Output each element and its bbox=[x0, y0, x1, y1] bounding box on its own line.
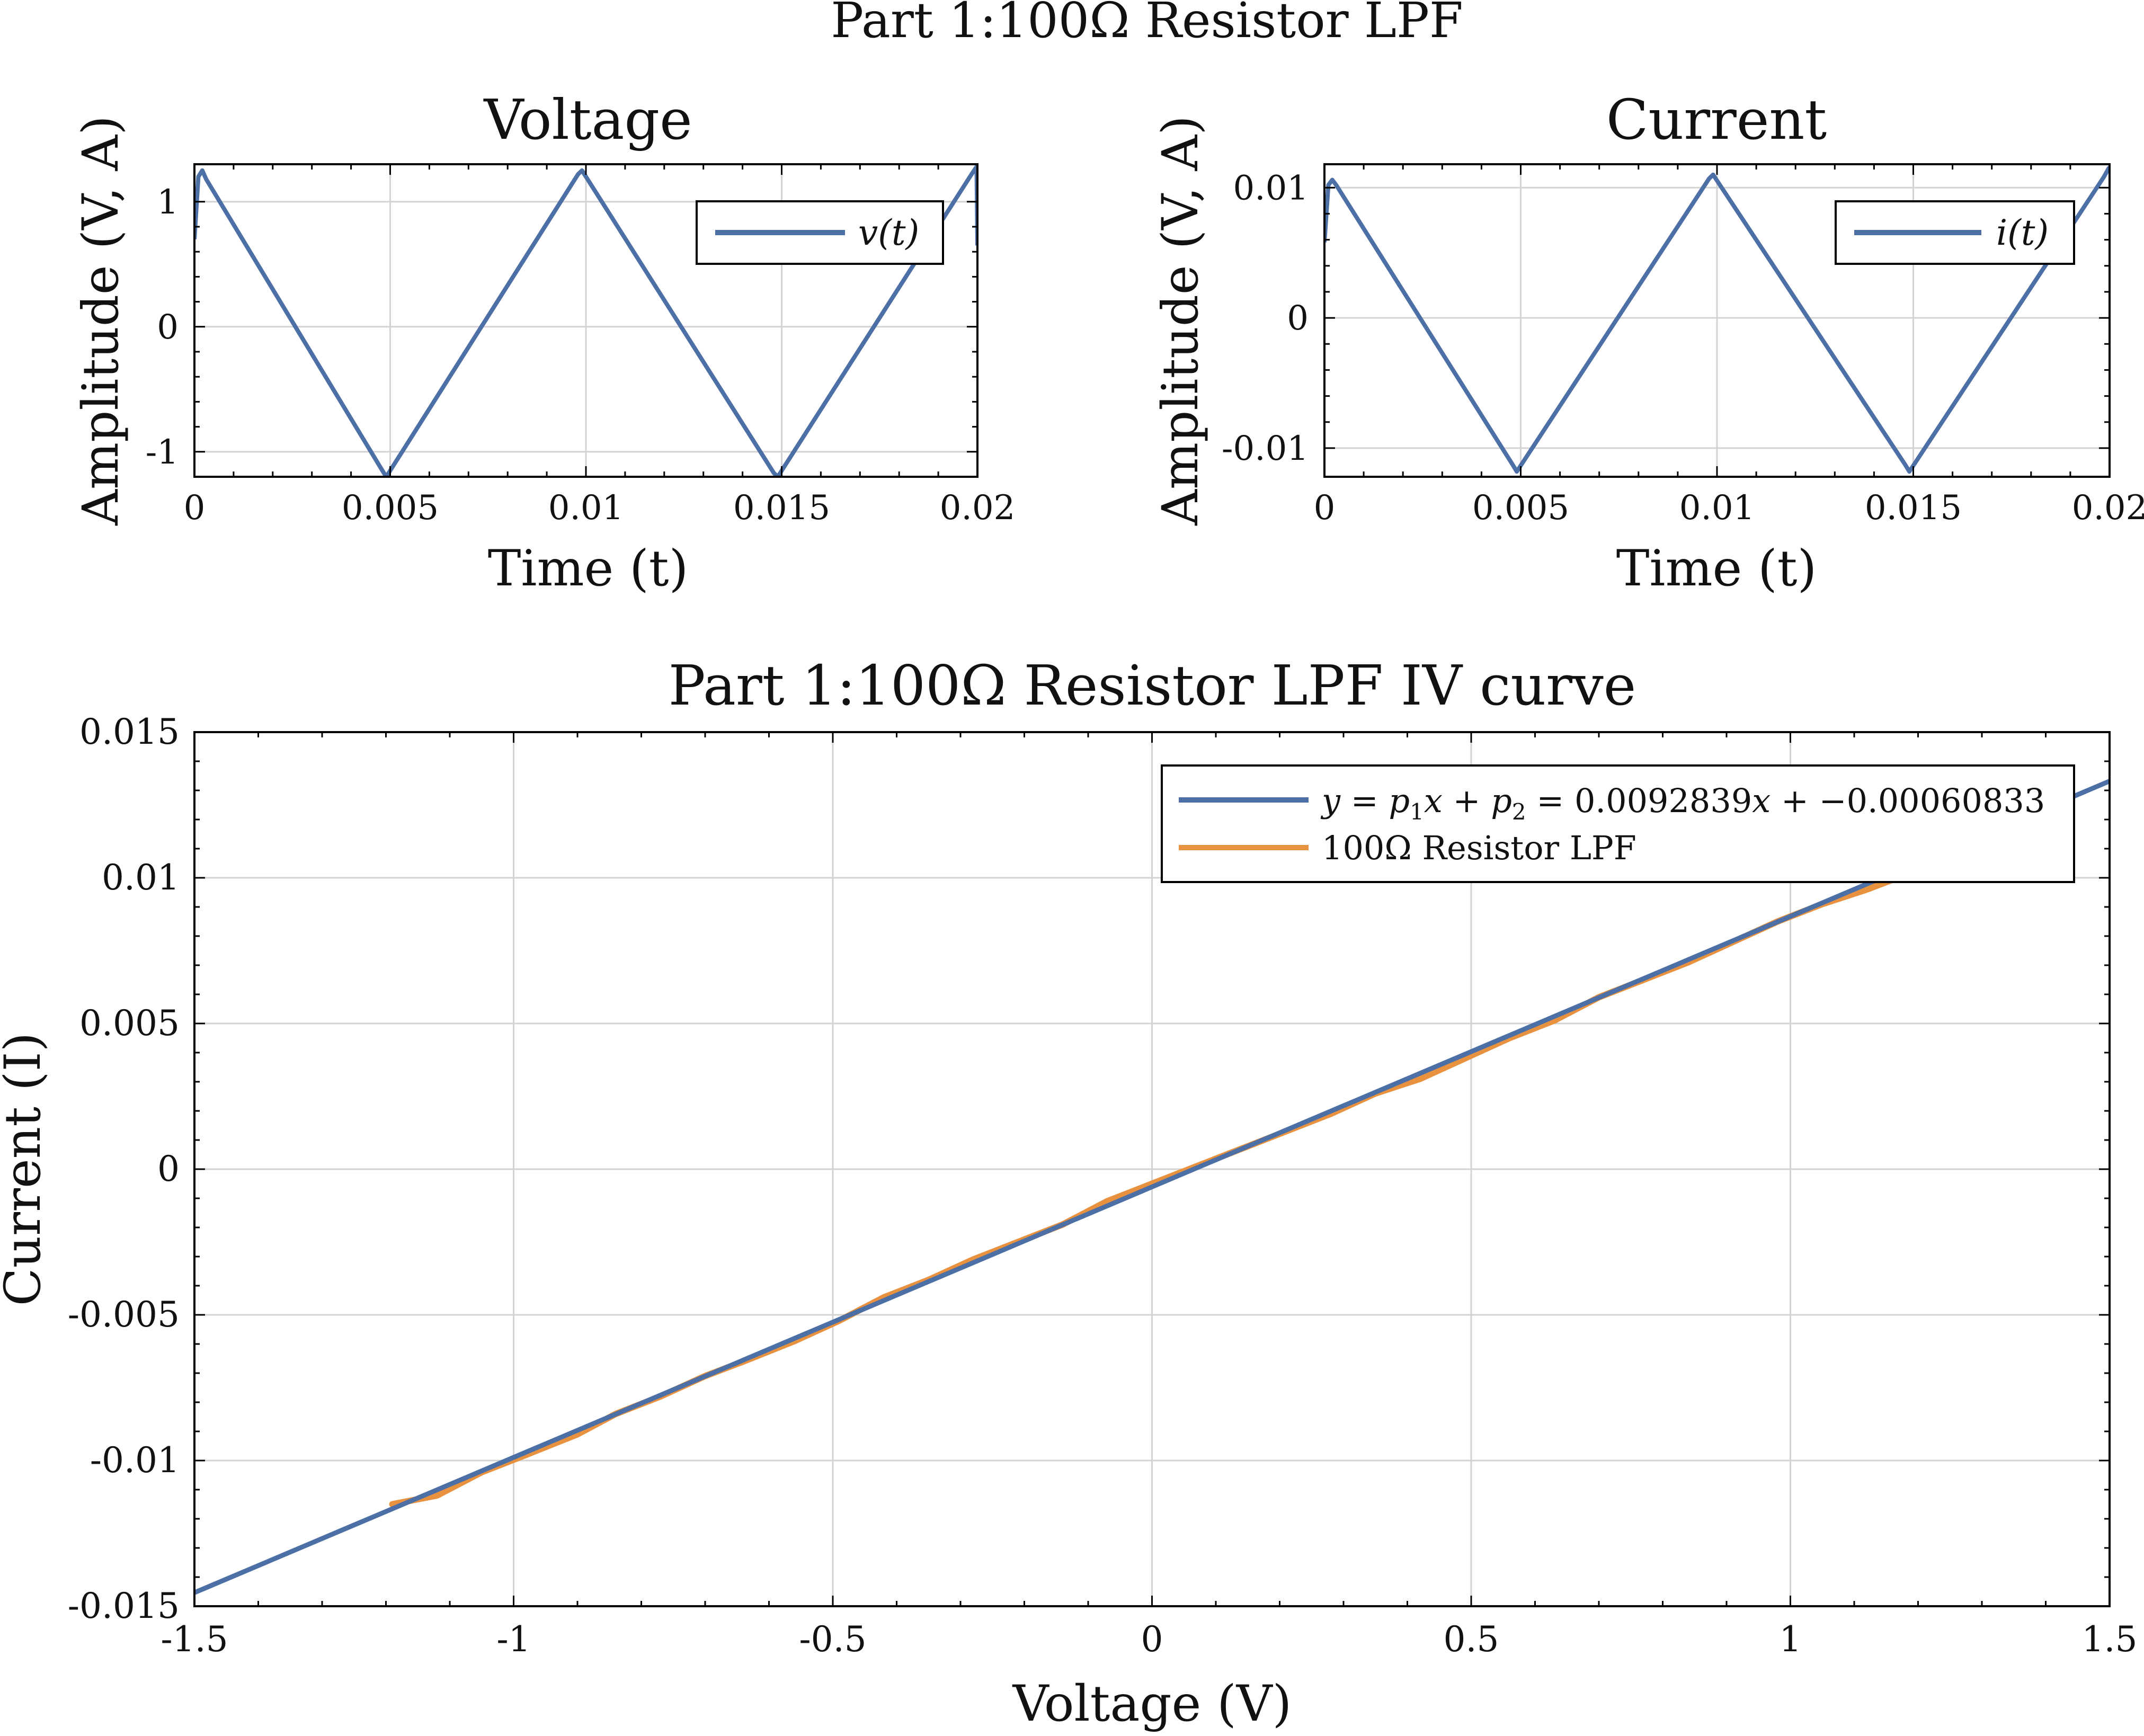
iv-y-tick-labels: -0.015 -0.01 -0.005 0 0.005 0.01 0.015 bbox=[68, 711, 180, 1626]
y-tick-label: 0 bbox=[157, 1149, 180, 1189]
fit-label-eq2: = 0.0092839 bbox=[1526, 781, 1752, 820]
current-ticks bbox=[1323, 164, 2111, 477]
current-y-tick-labels: -0.01 0 0.01 bbox=[1222, 168, 1309, 468]
iv-legend-data-label: 100Ω Resistor LPF bbox=[1322, 829, 1636, 867]
y-tick-label: 0.01 bbox=[1233, 168, 1309, 208]
y-tick-label: 0.01 bbox=[102, 857, 180, 898]
current-x-tick-labels: 0 0.005 0.01 0.015 0.02 bbox=[1314, 488, 2144, 528]
voltage-legend: v(t) bbox=[696, 200, 944, 265]
iv-y-axis-label: Current (I) bbox=[0, 1032, 52, 1306]
voltage-chart-title: Voltage bbox=[483, 87, 692, 152]
fit-label-sub1: 1 bbox=[1410, 799, 1424, 825]
x-tick-label: 0.015 bbox=[1865, 488, 1962, 528]
current-x-axis-label: Time (t) bbox=[1616, 540, 1817, 598]
x-tick-label: -1.5 bbox=[161, 1619, 228, 1660]
x-tick-label: 0 bbox=[1141, 1619, 1163, 1660]
voltage-y-axis-label: Amplitude (V, A) bbox=[72, 115, 130, 526]
iv-chart-title: Part 1:100Ω Resistor LPF IV curve bbox=[669, 653, 1636, 718]
x-tick-label: 0.01 bbox=[1679, 488, 1755, 528]
x-tick-label: 0.015 bbox=[733, 488, 830, 528]
y-tick-label: -0.01 bbox=[1222, 429, 1309, 468]
x-tick-label: 0 bbox=[1314, 488, 1336, 528]
current-y-axis-label: Amplitude (V, A) bbox=[1152, 115, 1209, 526]
iv-x-axis-label: Voltage (V) bbox=[1012, 1675, 1292, 1733]
iv-legend-fit-label: y = p1x + p2 = 0.0092839x + −0.00060833 bbox=[1320, 781, 2045, 825]
voltage-series-layer bbox=[194, 164, 977, 477]
x-tick-label: 0.005 bbox=[342, 488, 439, 528]
iv-fit-line bbox=[194, 779, 2110, 1595]
current-chart-title: Current bbox=[1606, 87, 1827, 152]
fit-label-p2: p bbox=[1491, 781, 1512, 820]
y-tick-label: 1 bbox=[157, 183, 179, 222]
fit-label-p1: p bbox=[1389, 781, 1410, 820]
y-tick-label: 0.015 bbox=[79, 711, 180, 752]
fit-label-y: y bbox=[1320, 781, 1341, 820]
y-tick-label: -0.015 bbox=[68, 1586, 180, 1626]
fit-label-x1: x bbox=[1424, 781, 1443, 820]
x-tick-label: 0.5 bbox=[1444, 1619, 1499, 1660]
voltage-ticks bbox=[193, 164, 978, 477]
current-legend-label: i(t) bbox=[1996, 212, 2049, 253]
voltage-chart: Voltage 0 0.005 0.01 0.015 0.02 -101 Time (t… bbox=[72, 87, 1015, 598]
fit-label-plus1: + bbox=[1443, 781, 1491, 820]
x-tick-label: 0.02 bbox=[940, 488, 1016, 528]
fit-label-rest: + −0.00060833 bbox=[1771, 781, 2045, 820]
fit-label-sub2: 2 bbox=[1512, 799, 1526, 825]
current-series-layer bbox=[1324, 166, 2110, 474]
voltage-series-line bbox=[194, 164, 977, 477]
voltage-legend-label: v(t) bbox=[858, 212, 919, 253]
x-tick-label: 1.5 bbox=[2082, 1619, 2138, 1660]
iv-curve-chart: Part 1:100Ω Resistor LPF IV curve -1.5 -1… bbox=[0, 653, 2137, 1733]
voltage-y-tick-labels: -1 0 1 bbox=[146, 183, 179, 472]
voltage-x-tick-labels: 0 0.005 0.01 0.015 0.02 bbox=[184, 488, 1016, 528]
x-tick-label: -1 bbox=[496, 1619, 530, 1660]
iv-x-tick-labels: -1.5 -1 -0.5 0 0.5 1 1.5 bbox=[161, 1619, 2137, 1660]
y-tick-label: -1 bbox=[146, 433, 179, 472]
current-legend: i(t) bbox=[1835, 200, 2075, 265]
x-tick-label: -0.5 bbox=[799, 1619, 866, 1660]
y-tick-label: -0.01 bbox=[90, 1440, 180, 1481]
fit-label-eq1: = bbox=[1340, 781, 1389, 820]
voltage-x-axis-label: Time (t) bbox=[488, 540, 689, 598]
y-tick-label: 0.005 bbox=[79, 1003, 180, 1044]
x-tick-label: 1 bbox=[1780, 1619, 1802, 1660]
x-tick-label: 0.005 bbox=[1472, 488, 1569, 528]
x-tick-label: 0.02 bbox=[2072, 488, 2144, 528]
x-tick-label: 0 bbox=[184, 488, 206, 528]
iv-legend: y = p1x + p2 = 0.0092839x + −0.00060833 … bbox=[1161, 764, 2075, 883]
iv-series-layer bbox=[194, 779, 2110, 1595]
fit-label-x2: x bbox=[1752, 781, 1771, 820]
y-tick-label: 0 bbox=[157, 308, 179, 347]
y-tick-label: 0 bbox=[1287, 299, 1309, 338]
x-tick-label: 0.01 bbox=[548, 488, 624, 528]
iv-legend-box bbox=[1161, 764, 2075, 883]
current-series-line bbox=[1324, 166, 2110, 474]
figure-suptitle: Part 1:100Ω Resistor LPF bbox=[831, 0, 1463, 49]
iv-ticks bbox=[193, 731, 2111, 1607]
y-tick-label: -0.005 bbox=[68, 1294, 180, 1335]
